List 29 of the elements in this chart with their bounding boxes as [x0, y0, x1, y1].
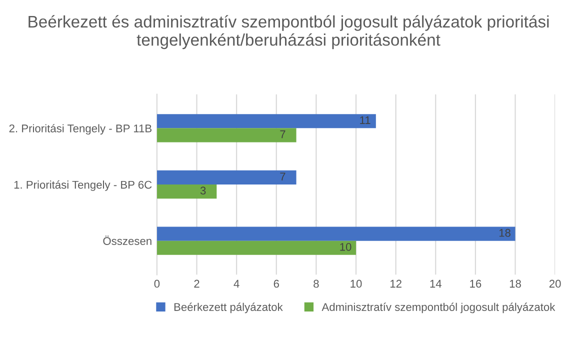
x-tick-label: 2: [194, 280, 200, 288]
chart-title: Beérkezett és adminisztratív szempontból jogosult pályázatok prioritási tengelyenként/beruházási prioritásonként: [28, 15, 549, 50]
bar: [156, 128, 296, 142]
x-tick-label: 16: [470, 280, 482, 288]
y-tick-label: 1. Prioritási Tengely - BP 6C: [14, 180, 152, 191]
bar: [156, 226, 516, 241]
data-label: 18: [499, 228, 510, 237]
x-tick-label: 10: [350, 280, 362, 288]
x-tick-label: 20: [549, 280, 561, 288]
x-tick-label: 12: [390, 280, 402, 288]
data-label: 7: [280, 172, 286, 180]
legend-label: Adminisztratív szempontból jogosult pályázatok: [322, 302, 556, 314]
data-label: 3: [200, 186, 206, 195]
bar: [156, 184, 217, 199]
bar: [156, 170, 296, 185]
data-label: 10: [340, 243, 352, 251]
x-tick-label: 18: [510, 280, 521, 288]
data-label: 11: [360, 116, 370, 124]
y-tick-label: Összesen: [103, 236, 152, 245]
y-tick-label: 2. Prioritási Tengely - BP 11B: [9, 124, 152, 135]
data-label: 7: [280, 130, 286, 138]
x-tick-label: 8: [314, 280, 319, 288]
x-tick-label: 4: [234, 280, 240, 288]
bar: [156, 240, 356, 255]
legend-label: Beérkezett pályázatok: [174, 302, 283, 314]
bar: [156, 114, 376, 128]
x-tick-label: 6: [274, 280, 279, 288]
x-tick-label: 0: [154, 280, 160, 288]
x-tick-label: 14: [430, 280, 442, 288]
